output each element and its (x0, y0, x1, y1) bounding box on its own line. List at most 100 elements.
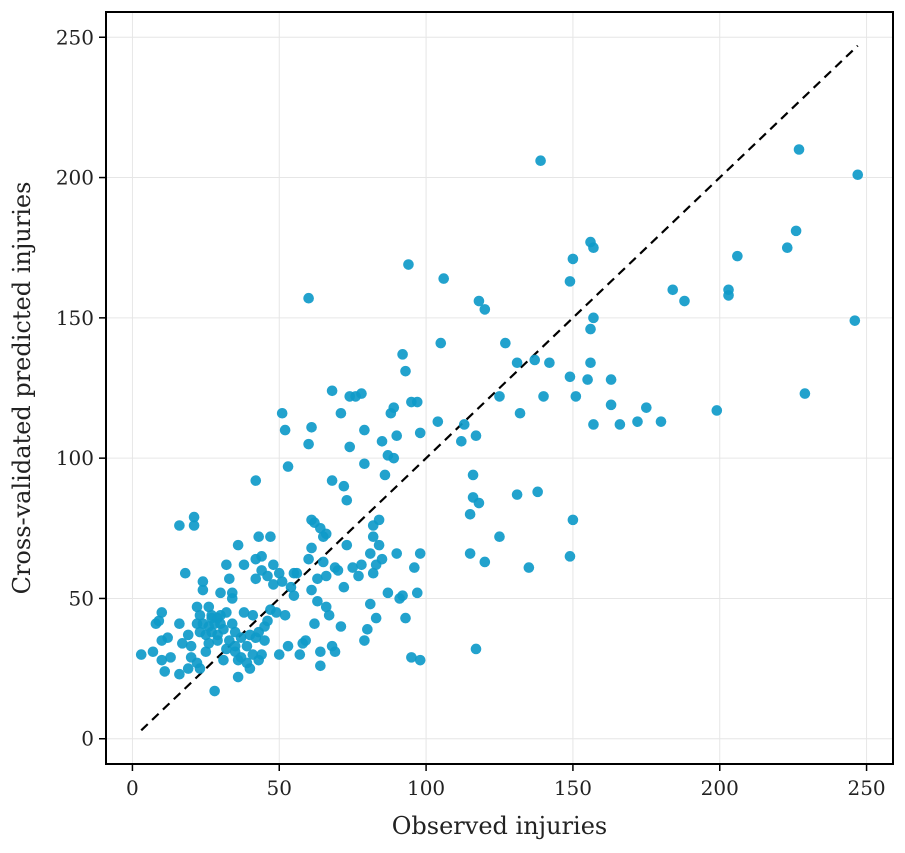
data-point (464, 508, 476, 520)
data-point (582, 374, 593, 385)
data-point (174, 520, 185, 531)
data-point (309, 618, 320, 630)
data-point (162, 632, 173, 644)
data-point (567, 253, 579, 265)
data-point (194, 609, 206, 621)
data-point (318, 556, 329, 568)
data-point (511, 489, 523, 500)
data-point (203, 601, 215, 613)
data-point (585, 323, 596, 335)
data-point (159, 666, 171, 677)
data-point (632, 416, 643, 427)
data-point (241, 640, 253, 652)
data-point (479, 556, 491, 568)
data-point (711, 405, 723, 416)
data-point (312, 595, 323, 607)
data-point (165, 652, 176, 663)
data-point (332, 565, 344, 576)
x-tick-label: 50 (267, 776, 292, 800)
data-point (567, 514, 579, 526)
data-point (353, 570, 364, 582)
data-point (147, 646, 159, 658)
data-point (188, 511, 200, 523)
data-point (303, 553, 314, 565)
data-point (514, 407, 526, 419)
axis-ticks: 0 50 100 150 200 250 0 50 100 150 200 250 (56, 25, 886, 800)
x-tick-label: 0 (126, 776, 139, 800)
data-point (544, 357, 555, 369)
data-point (273, 567, 285, 579)
data-point (456, 436, 467, 447)
data-point (315, 660, 326, 672)
data-point (182, 663, 194, 674)
data-point (406, 652, 417, 663)
data-point (852, 169, 864, 181)
data-point (177, 638, 188, 649)
x-tick-label: 200 (701, 776, 739, 800)
data-point (271, 607, 282, 618)
data-point (479, 304, 491, 315)
data-point (188, 520, 200, 531)
data-point (362, 624, 373, 635)
data-point (338, 480, 350, 492)
data-point (279, 609, 291, 621)
data-point (335, 621, 347, 632)
y-tick-label: 0 (81, 727, 94, 751)
data-point (364, 548, 376, 559)
data-point (494, 531, 505, 543)
data-point (197, 584, 209, 596)
data-point (364, 598, 376, 610)
data-point (411, 587, 423, 599)
data-point (221, 643, 232, 655)
data-point (382, 587, 394, 599)
data-point (732, 250, 743, 262)
x-tick-label: 100 (407, 776, 445, 800)
data-point (329, 646, 341, 658)
plot-area-frame (105, 11, 894, 765)
data-point (388, 452, 400, 464)
data-point (259, 635, 270, 646)
data-point (467, 469, 479, 481)
data-point (529, 354, 541, 366)
data-point (191, 601, 203, 613)
data-point (376, 553, 388, 565)
reference-line-group (140, 44, 859, 732)
data-point (338, 581, 350, 593)
data-point (667, 284, 679, 296)
y-tick-label: 250 (56, 25, 94, 49)
data-point (238, 559, 250, 571)
data-point (224, 573, 235, 585)
data-point (409, 562, 420, 573)
data-point (320, 528, 332, 540)
data-point (605, 374, 617, 385)
data-point (326, 475, 338, 486)
data-point (494, 391, 505, 402)
data-point (532, 486, 543, 498)
data-point (359, 458, 370, 470)
data-point (564, 371, 576, 383)
data-point (174, 618, 185, 630)
data-point (194, 663, 206, 674)
data-point (799, 388, 811, 399)
data-point (849, 315, 861, 326)
data-point (373, 539, 385, 551)
data-point (320, 570, 332, 582)
data-point (470, 643, 482, 655)
data-point (585, 357, 596, 369)
data-point (253, 531, 265, 543)
data-point (279, 424, 291, 436)
data-point (403, 259, 414, 270)
data-point (282, 461, 294, 472)
data-point (135, 649, 147, 660)
data-point (370, 612, 382, 624)
data-point (226, 593, 238, 604)
data-point (376, 436, 388, 447)
data-point (215, 587, 226, 599)
data-point (273, 649, 285, 660)
data-point (323, 609, 335, 621)
data-points (135, 144, 864, 697)
y-axis-title: Cross-validated predicted injuries (8, 182, 36, 595)
data-point (564, 551, 576, 562)
data-point (391, 548, 403, 559)
